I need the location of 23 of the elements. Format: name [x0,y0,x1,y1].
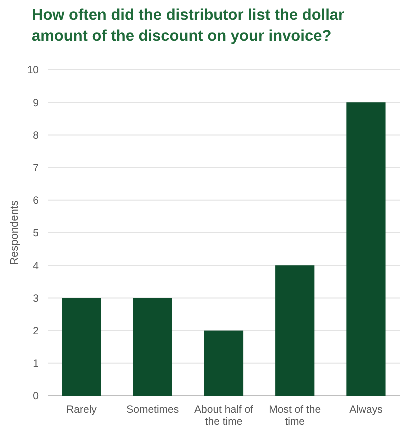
y-tick-label: 3 [33,292,40,305]
x-tick-label: About half of the time [194,404,254,428]
x-tick-label: Always [350,404,383,416]
bar [133,298,172,396]
bar [204,330,244,396]
chart-title: How often did the distributor list the dollar amount of the discount on your invoice? [32,7,345,45]
y-tick-label: 1 [33,358,40,370]
y-tick-label: 9 [33,97,40,110]
bar [62,298,102,396]
y-tick-label: 8 [33,130,40,142]
y-axis-title: Respondents [9,200,21,266]
y-tick-label: 10 [27,64,40,77]
x-tick-label: Rarely [66,404,98,416]
bar [276,266,315,396]
y-tick-label: 5 [33,228,40,240]
y-tick-label: 4 [33,260,40,272]
bar [346,102,386,396]
y-tick-label: 6 [33,195,40,208]
y-tick-label: 2 [33,325,40,338]
y-tick-label: 7 [33,162,40,174]
x-tick-label: Sometimes [126,404,180,416]
x-tick-label: Most of the time [269,404,322,428]
y-tick-label: 0 [33,390,40,403]
